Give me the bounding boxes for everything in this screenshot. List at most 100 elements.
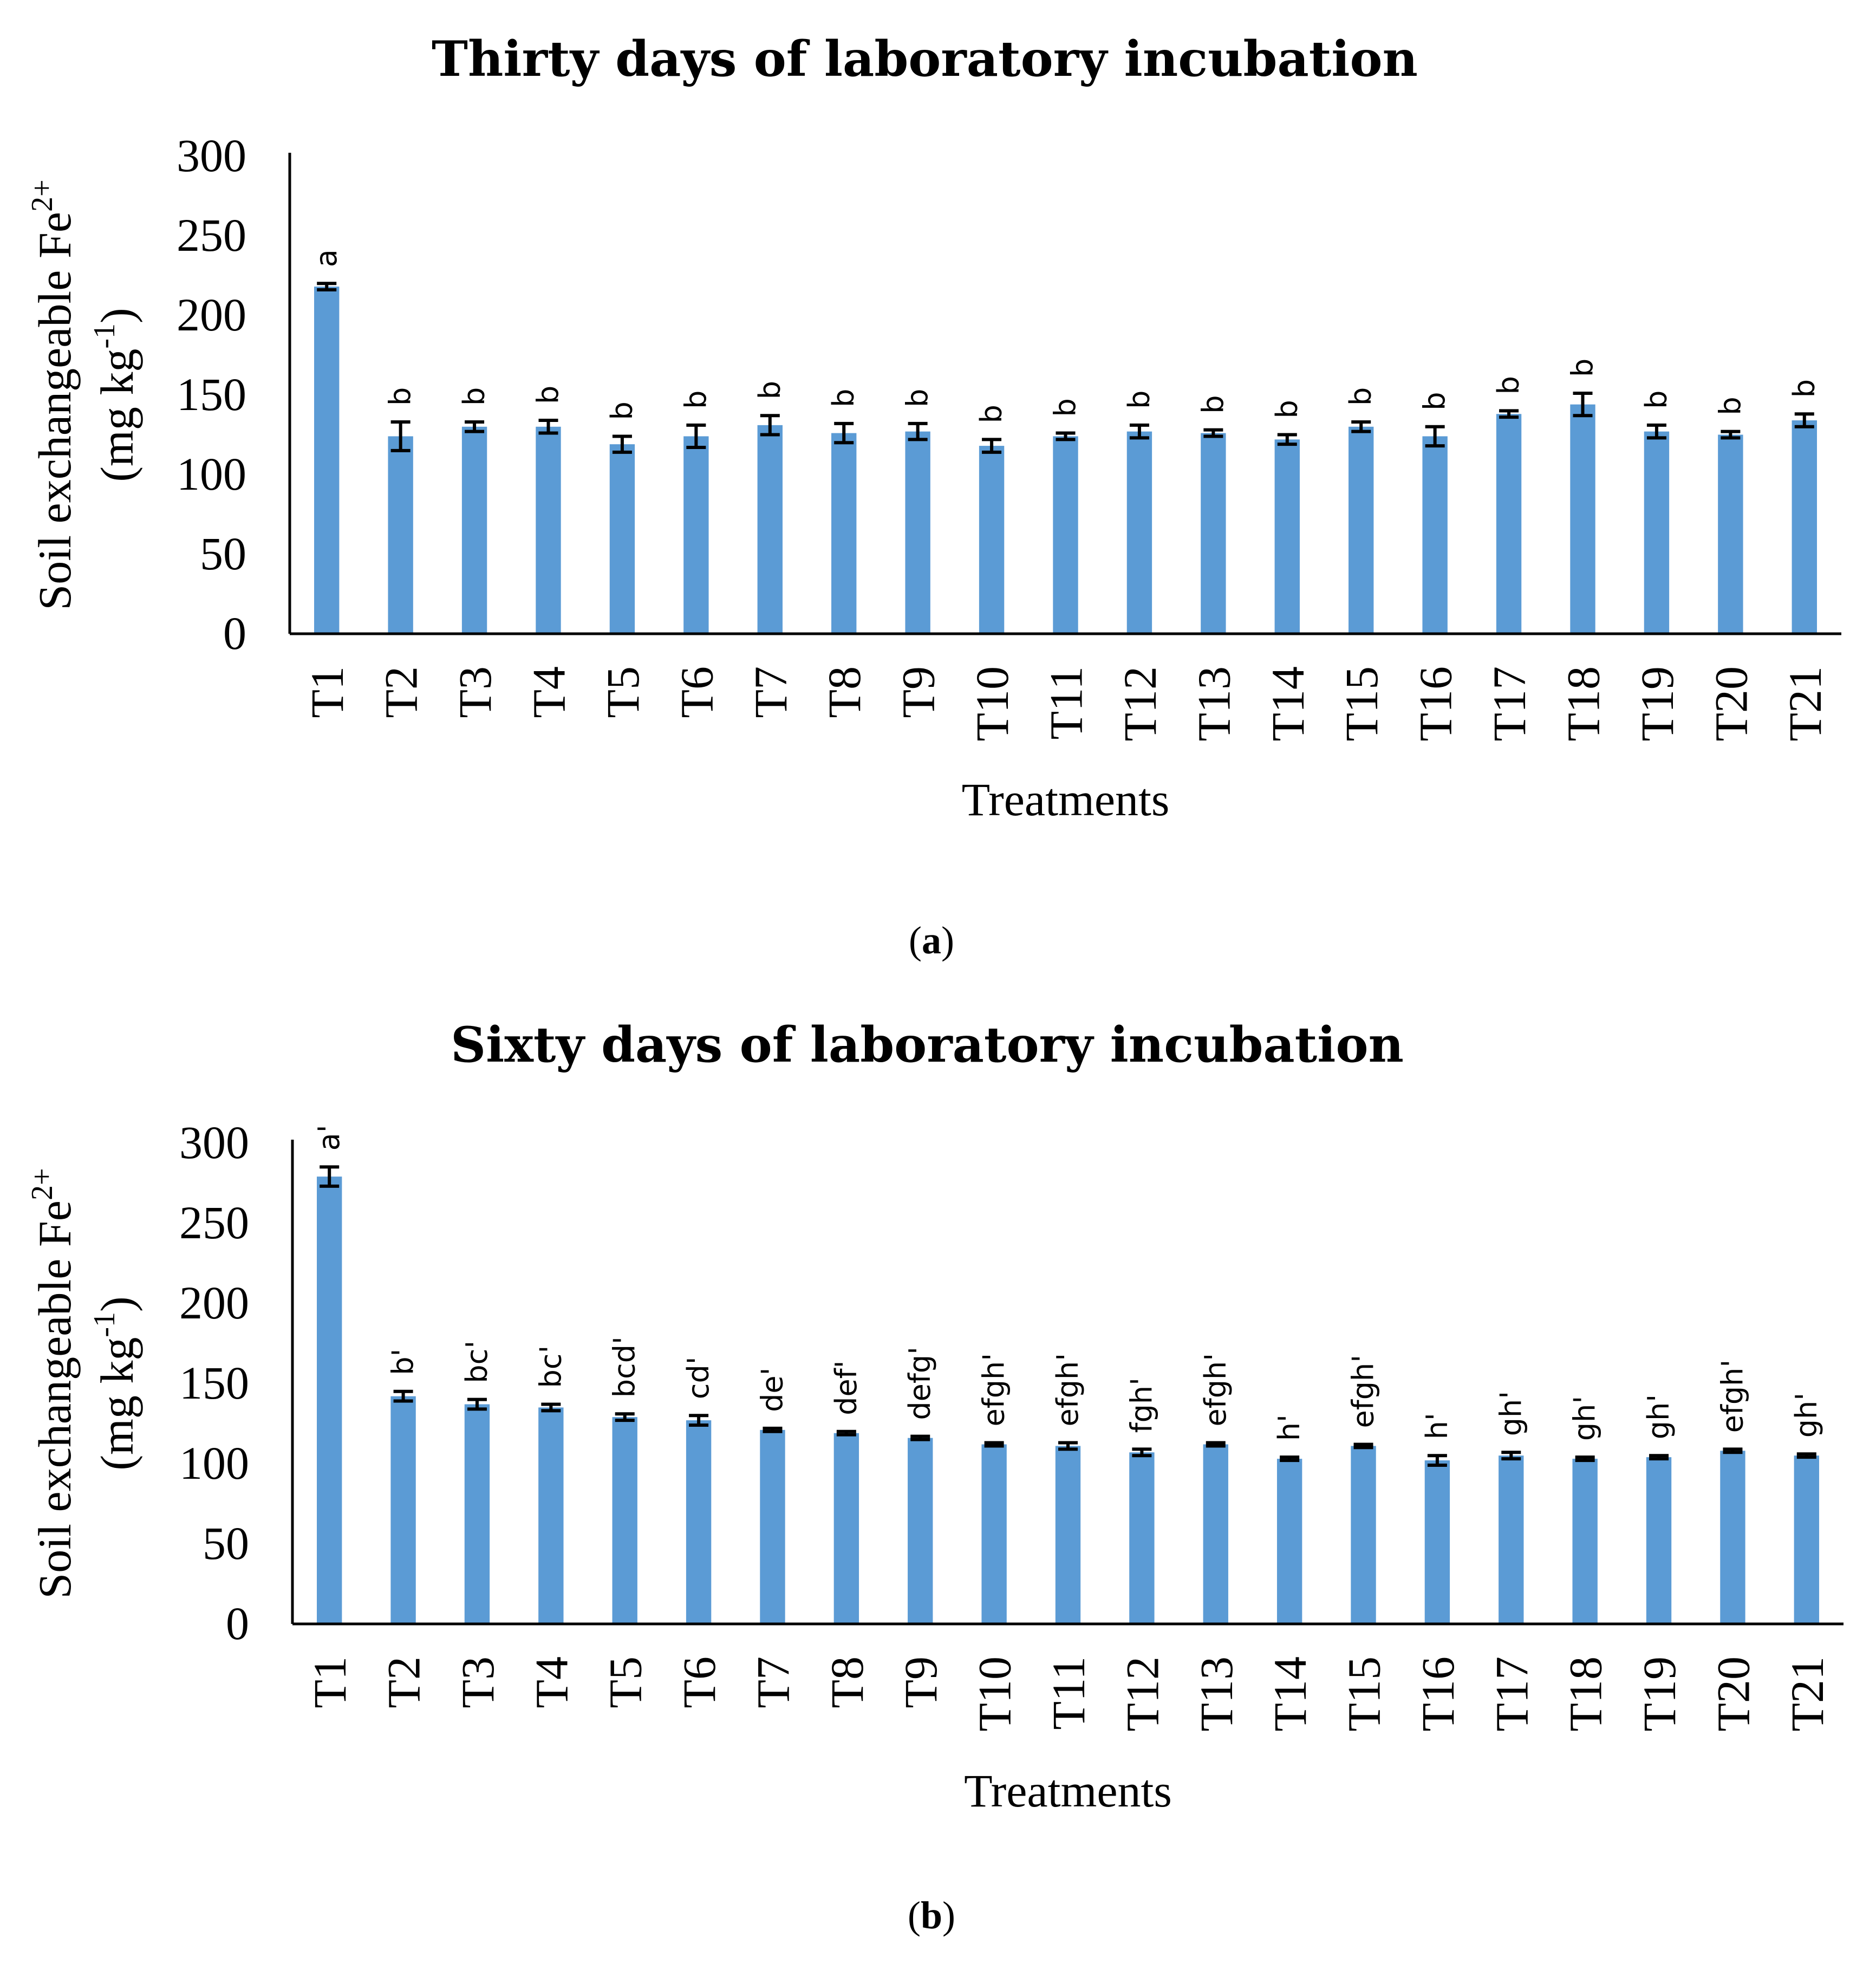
bar-T18 bbox=[1572, 1459, 1598, 1624]
chart-title: Thirty days of laboratory incubation bbox=[432, 30, 1418, 88]
x-tick-label: T2 bbox=[375, 666, 427, 718]
y-unit-prefix: (mg kg bbox=[91, 1337, 143, 1471]
chart-sixty-days: Sixty days of laboratory incubation 0 50 10… bbox=[25, 1016, 1844, 1937]
significance-label: b bbox=[1491, 376, 1526, 394]
bar-T6 bbox=[686, 1420, 712, 1624]
significance-label: b bbox=[901, 389, 935, 407]
bar-T12 bbox=[1126, 431, 1152, 634]
bar-T11 bbox=[1055, 1446, 1081, 1624]
bar-T2 bbox=[390, 1396, 416, 1624]
x-tick-label: T17 bbox=[1483, 666, 1535, 742]
significance-label: b bbox=[1048, 398, 1083, 417]
y-axis-label-main: Soil exchangeable Fe bbox=[29, 1200, 81, 1599]
x-tick-label: T7 bbox=[747, 1656, 799, 1708]
significance-label: b bbox=[1566, 359, 1600, 377]
y-tick-label: 0 bbox=[223, 607, 246, 659]
bar-T7 bbox=[757, 425, 783, 634]
significance-label: b bbox=[531, 386, 565, 404]
significance-label: efgh' bbox=[1198, 1353, 1233, 1427]
x-tick-label: T7 bbox=[745, 666, 797, 718]
significance-label: defg' bbox=[903, 1347, 937, 1420]
x-tick-label: T6 bbox=[673, 1656, 725, 1708]
chart-thirty-days: Thirty days of laboratory incubation 0 50 1… bbox=[25, 30, 1841, 962]
bar-T8 bbox=[833, 1433, 859, 1624]
bar-T10 bbox=[981, 1444, 1007, 1624]
x-tick-label: T8 bbox=[818, 666, 870, 718]
significance-label: h' bbox=[1272, 1414, 1306, 1441]
bar-T13 bbox=[1201, 433, 1226, 634]
significance-label: fgh' bbox=[1124, 1377, 1158, 1433]
significance-label: b bbox=[1713, 396, 1747, 415]
bar-T8 bbox=[831, 433, 857, 634]
x-tick-label: T20 bbox=[1707, 1656, 1759, 1732]
significance-label: de' bbox=[755, 1368, 789, 1412]
significance-label: b bbox=[1639, 391, 1673, 409]
significance-label: gh' bbox=[1642, 1394, 1676, 1439]
significance-label: efgh' bbox=[977, 1353, 1011, 1427]
significance-label: b bbox=[1418, 392, 1452, 411]
bar-T10 bbox=[979, 446, 1005, 634]
y-tick-label: 50 bbox=[200, 528, 246, 580]
significance-label: b' bbox=[386, 1349, 420, 1375]
significance-label: gh' bbox=[1568, 1396, 1602, 1441]
x-tick-label: T16 bbox=[1410, 666, 1462, 742]
bar-T7 bbox=[760, 1429, 785, 1624]
x-tick-label: T11 bbox=[1043, 1656, 1095, 1730]
bar-T11 bbox=[1053, 436, 1078, 634]
x-tick-label: T12 bbox=[1114, 666, 1166, 742]
y-tick-label: 250 bbox=[177, 209, 246, 261]
x-tick-label: T5 bbox=[597, 666, 649, 718]
y-tick-label: 100 bbox=[179, 1437, 249, 1489]
x-tick-label: T14 bbox=[1262, 666, 1314, 742]
bar-T5 bbox=[609, 444, 635, 634]
bar-T4 bbox=[536, 426, 561, 634]
x-tick-label: T9 bbox=[895, 1656, 947, 1708]
significance-label: efgh' bbox=[1051, 1353, 1085, 1427]
x-tick-label: T17 bbox=[1486, 1656, 1538, 1732]
bar-T18 bbox=[1570, 404, 1595, 634]
x-tick-label: T21 bbox=[1779, 666, 1831, 742]
bar-T2 bbox=[388, 436, 413, 634]
y-axis-label-main: Soil exchangeable Fe bbox=[29, 212, 81, 610]
bar-T5 bbox=[612, 1417, 637, 1624]
x-tick-label: T13 bbox=[1190, 1656, 1242, 1732]
significance-label: h' bbox=[1420, 1413, 1454, 1439]
significance-label: gh' bbox=[1789, 1393, 1823, 1438]
y-tick-label: 150 bbox=[179, 1357, 249, 1409]
bar-T14 bbox=[1276, 1459, 1302, 1624]
bar-T3 bbox=[464, 1404, 490, 1624]
bar-T17 bbox=[1496, 414, 1522, 634]
x-tick-label: T4 bbox=[523, 666, 575, 718]
y-axis-label-superscript: 2+ bbox=[25, 1168, 59, 1200]
x-tick-label: T8 bbox=[821, 1656, 873, 1708]
panel-paren-open: ( bbox=[908, 1894, 921, 1937]
panel-paren-open: ( bbox=[909, 919, 922, 962]
y-axis-unit-label: (mg kg-1) bbox=[88, 1296, 143, 1470]
y-tick-label: 300 bbox=[179, 1116, 249, 1168]
y-tick-label: 150 bbox=[177, 368, 246, 420]
y-tick-label: 200 bbox=[177, 289, 246, 341]
y-unit-suffix: ) bbox=[91, 1296, 143, 1312]
significance-label: b bbox=[1787, 379, 1821, 398]
x-tick-label: T14 bbox=[1264, 1656, 1316, 1732]
bar-T20 bbox=[1720, 1451, 1745, 1624]
y-tick-label: 250 bbox=[179, 1197, 249, 1249]
x-tick-label: T10 bbox=[969, 1656, 1021, 1732]
x-tick-label: T15 bbox=[1338, 1656, 1390, 1732]
y-tick-label: 50 bbox=[203, 1517, 249, 1569]
x-tick-label: T1 bbox=[301, 666, 353, 718]
x-tick-label: T1 bbox=[304, 1656, 356, 1708]
y-axis-label-superscript: 2+ bbox=[25, 179, 59, 212]
x-tick-label: T5 bbox=[600, 1656, 652, 1708]
bar-T14 bbox=[1274, 439, 1300, 634]
panel-letter: b bbox=[921, 1894, 942, 1937]
panel-paren-close: ) bbox=[941, 919, 954, 962]
significance-label: b bbox=[753, 381, 787, 399]
y-tick-label: 200 bbox=[179, 1277, 249, 1329]
significance-label: b bbox=[1196, 395, 1230, 413]
x-tick-label: T9 bbox=[893, 666, 944, 718]
x-tick-label: T3 bbox=[452, 1656, 504, 1708]
significance-label: a' bbox=[312, 1124, 346, 1150]
x-tick-label: T6 bbox=[670, 666, 722, 718]
panel-label: (a) bbox=[909, 919, 954, 962]
